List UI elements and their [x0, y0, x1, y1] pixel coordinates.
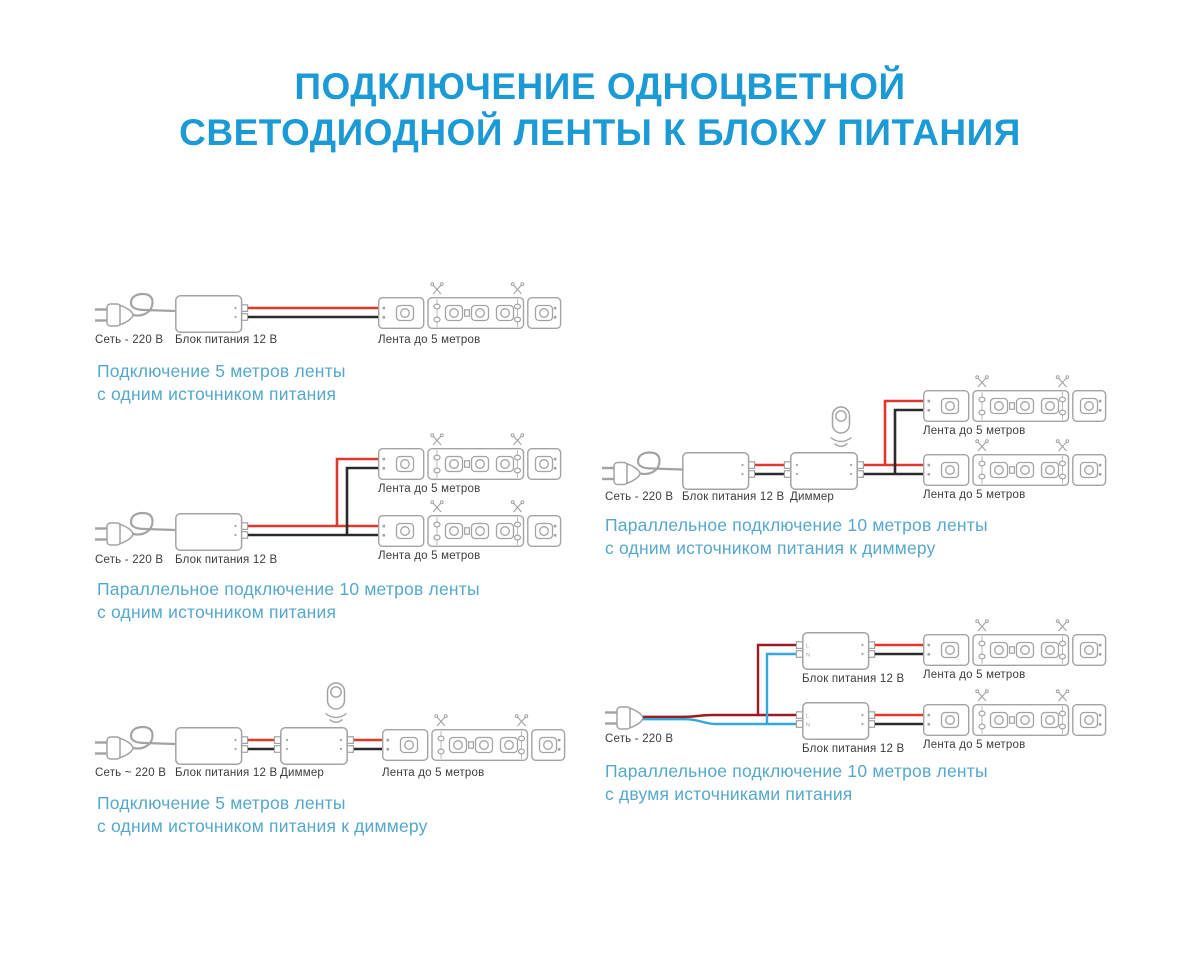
label-mains: Сеть - 220 В	[605, 491, 673, 503]
label-strip-bottom: Лента до 5 метров	[923, 489, 1025, 501]
label-mains: Сеть - 220 В	[95, 334, 163, 346]
caption-line: с двумя источниками питания	[605, 783, 853, 804]
label-dimmer: Диммер	[790, 491, 834, 503]
label-dimmer: Диммер	[280, 767, 324, 779]
terminal-l-bottom: L	[806, 714, 809, 720]
label-strip-bottom: Лента до 5 метров	[378, 550, 480, 562]
led-strip-bottom	[924, 690, 1106, 736]
caption-line: с одним источником питания к диммеру	[97, 815, 428, 836]
label-psu: Блок питания 12 В	[175, 334, 277, 346]
power-supply-box	[175, 295, 249, 333]
wire-black	[248, 466, 379, 537]
caption-line: Параллельное подключение 10 метров ленты	[605, 761, 988, 781]
terminal-n-top: N	[806, 653, 810, 659]
caption-line: Подключение 5 метров ленты	[97, 793, 346, 813]
mains-wire-live	[643, 713, 797, 718]
led-strip	[383, 715, 565, 761]
label-mains: Сеть - 220 В	[95, 554, 163, 566]
caption-line: с одним источником питания к диммеру	[605, 537, 936, 558]
power-supply-box	[175, 513, 249, 551]
led-strip	[379, 283, 561, 329]
led-strip-bottom	[379, 501, 561, 547]
caption-line: Подключение 5 метров ленты	[97, 361, 346, 381]
led-strip-top	[924, 376, 1106, 422]
title-line-1: ПОДКЛЮЧЕНИЕ ОДНОЦВЕТНОЙ	[294, 66, 906, 107]
power-supply-box	[175, 727, 249, 765]
label-psu: Блок питания 12 В	[175, 767, 277, 779]
caption-diagram-2: Параллельное подключение 10 метров ленты…	[97, 578, 480, 623]
power-plug-icon	[600, 461, 642, 486]
label-strip-top: Лента до 5 метров	[923, 425, 1025, 437]
caption-line: с одним источником питания	[97, 383, 337, 404]
wire-black-2	[864, 408, 923, 476]
diagram-parallel-strips-one-psu: Лента до 5 метров Сеть - 220 В Блок пита…	[93, 434, 561, 566]
label-mains: Сеть ~ 220 В	[95, 767, 166, 779]
label-strip: Лента до 5 метров	[378, 334, 480, 346]
power-cord	[129, 725, 177, 750]
power-cord	[129, 511, 177, 536]
terminal-l-top: L	[806, 644, 809, 650]
label-psu: Блок питания 12 В	[175, 554, 277, 566]
mains-wire-neutral	[643, 718, 797, 726]
remote-control-icon	[829, 406, 853, 447]
label-strip-top: Лента до 5 метров	[923, 669, 1025, 681]
led-strip-top	[379, 434, 561, 480]
led-strip-bottom	[924, 440, 1106, 486]
terminal-n-bottom: N	[806, 723, 810, 729]
power-plug-icon	[93, 521, 135, 547]
led-strip-top	[924, 620, 1106, 666]
power-cord	[129, 292, 177, 317]
caption-diagram-4: Параллельное подключение 10 метров ленты…	[605, 514, 988, 559]
diagram-single-strip-dimmer: Сеть ~ 220 В Блок питания 12 В Диммер Ле…	[93, 682, 565, 779]
mains-wire-neutral-branch	[765, 652, 797, 724]
diagram-parallel-strips-dimmer: Лента до 5 метров Сеть - 220 В Блок пита…	[600, 376, 1106, 503]
page-title: ПОДКЛЮЧЕНИЕ ОДНОЦВЕТНОЙ СВЕТОДИОДНОЙ ЛЕНТ…	[0, 64, 1200, 156]
label-strip-top: Лента до 5 метров	[378, 483, 480, 495]
diagram-single-strip-one-psu: Сеть - 220 В Блок питания 12 В Лента до …	[93, 283, 561, 346]
caption-line: Параллельное подключение 10 метров ленты	[605, 515, 988, 535]
power-plug-icon	[93, 302, 135, 328]
label-psu: Блок питания 12 В	[682, 491, 784, 503]
power-supply-box-top	[795, 632, 876, 670]
power-plug-icon	[93, 735, 135, 761]
power-supply-box-bottom	[795, 702, 876, 740]
mains-wire-live-branch	[756, 643, 797, 715]
power-plug-icon	[603, 705, 645, 731]
caption-diagram-1: Подключение 5 метров ленты с одним источн…	[97, 360, 346, 405]
caption-diagram-3: Подключение 5 метров ленты с одним источн…	[97, 792, 428, 837]
power-supply-box	[682, 452, 756, 490]
label-strip: Лента до 5 метров	[382, 767, 484, 779]
label-mains: Сеть - 220 В	[605, 733, 673, 745]
dimmer-box	[783, 452, 865, 490]
caption-diagram-5: Параллельное подключение 10 метров ленты…	[605, 760, 988, 805]
dimmer-box	[273, 727, 355, 765]
power-cord	[636, 451, 684, 476]
caption-line: Параллельное подключение 10 метров ленты	[97, 579, 480, 599]
label-psu-top: Блок питания 12 В	[802, 673, 904, 685]
remote-control-icon	[324, 682, 348, 723]
wire-red	[248, 457, 379, 528]
label-strip-bottom: Лента до 5 метров	[923, 739, 1025, 751]
title-line-2: СВЕТОДИОДНОЙ ЛЕНТЫ К БЛОКУ ПИТАНИЯ	[179, 112, 1021, 153]
label-psu-bottom: Блок питания 12 В	[802, 743, 904, 755]
wire-red-2	[864, 399, 923, 467]
caption-line: с одним источником питания	[97, 601, 337, 622]
diagram-parallel-strips-two-psu: L N L N Лента до 5 метров Блок питания 1…	[603, 620, 1106, 755]
